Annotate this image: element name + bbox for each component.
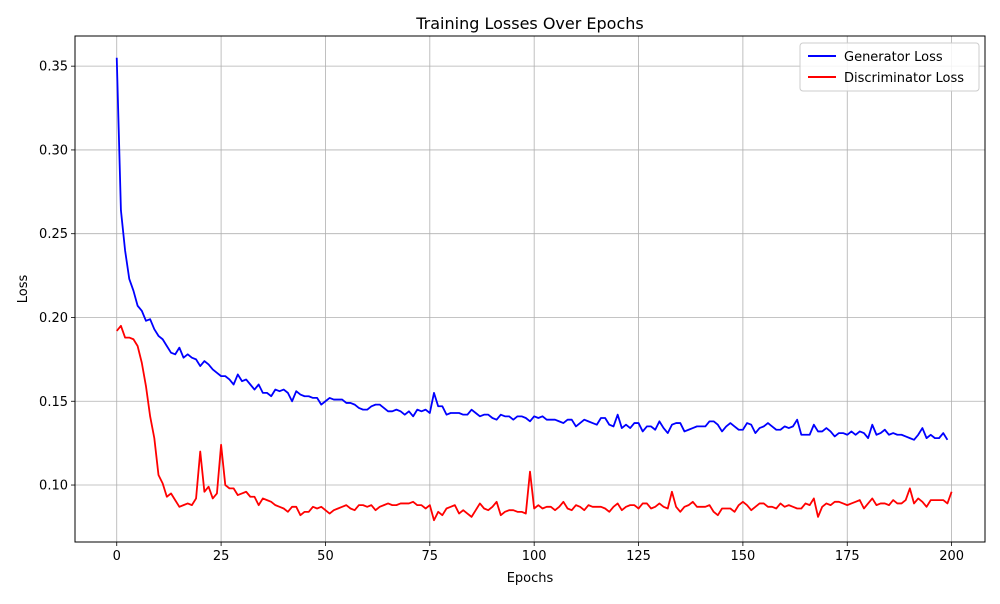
y-axis-label: Loss	[16, 275, 31, 304]
y-tick-label: 0.20	[39, 311, 68, 326]
x-tick-label: 75	[422, 549, 439, 564]
grid-layer	[75, 36, 985, 542]
generator-loss-line	[115, 57, 949, 441]
y-tick-label: 0.35	[39, 60, 68, 75]
y-tick-label: 0.25	[39, 227, 68, 242]
y-tick-layer: 0.10 0.15 0.20 0.25 0.30 0.35	[39, 60, 75, 494]
legend-box	[799, 42, 980, 92]
discriminator-loss-line	[116, 324, 953, 522]
x-tick-label: 200	[939, 549, 964, 564]
y-tick-label: 0.30	[39, 143, 68, 158]
x-axis-label: Epochs	[507, 571, 554, 586]
y-tick-label: 0.15	[39, 395, 68, 410]
plot-frame	[74, 35, 986, 543]
y-tick-label: 0.10	[39, 479, 68, 494]
legend: Generator Loss Discriminator Loss	[799, 42, 980, 92]
x-tick-label: 125	[626, 549, 651, 564]
x-tick-label: 50	[317, 549, 334, 564]
x-tick-label: 150	[730, 549, 755, 564]
series-layer	[115, 57, 953, 522]
x-tick-label: 100	[522, 549, 547, 564]
chart-title: Training Losses Over Epochs	[415, 14, 643, 33]
legend-label-generator: Generator Loss	[844, 50, 943, 65]
x-tick-label: 25	[213, 549, 230, 564]
legend-label-discriminator: Discriminator Loss	[844, 71, 964, 86]
x-tick-label: 175	[835, 549, 860, 564]
x-tick-layer: 0 25 50 75 100 125 150 175 200	[113, 542, 964, 564]
x-tick-label: 0	[113, 549, 121, 564]
